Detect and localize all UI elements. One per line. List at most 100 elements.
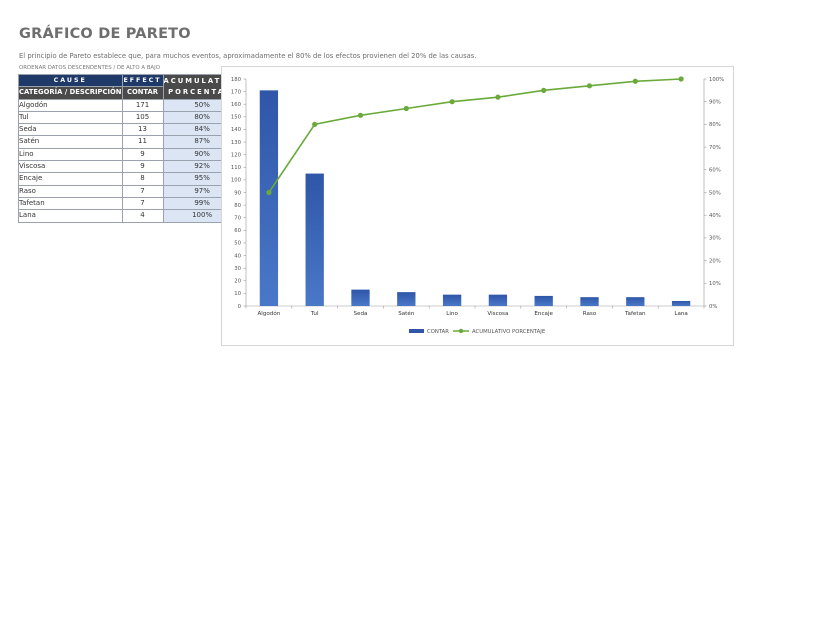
- y2-tick-label: 10%: [709, 281, 721, 287]
- y-tick-label: 60: [234, 228, 241, 234]
- cumulative-point: [357, 112, 364, 118]
- page-title: GRÁFICO DE PARETO: [19, 26, 191, 42]
- sort-note: ORDENAR DATOS DESCENDENTES / DE ALTO A B…: [19, 65, 160, 71]
- x-category-label: Raso: [583, 311, 597, 317]
- bar-satén: [397, 292, 416, 306]
- legend-line-label: ACUMULATIVO PORCENTAJE: [472, 329, 546, 335]
- table-row: Lana 4 100%: [18, 209, 242, 223]
- x-category-label: Tafetan: [624, 311, 646, 317]
- cell-category: Encaje: [18, 172, 123, 186]
- y-tick-label: 90: [234, 190, 241, 196]
- column-category: CATEGORÍA / DESCRIPCIÓN: [18, 86, 123, 100]
- cell-category: Tafetan: [18, 196, 123, 211]
- bar-lana: [671, 300, 691, 306]
- y2-tick-label: 90%: [709, 100, 721, 106]
- y-tick-label: 50: [234, 241, 241, 247]
- cell-count: 11: [121, 135, 164, 149]
- table-row: Seda 13 84%: [18, 123, 242, 137]
- y-tick-label: 10: [234, 291, 241, 297]
- table-row: Raso 7 97%: [18, 184, 242, 198]
- cell-count: 7: [121, 196, 164, 211]
- cell-count: 105: [121, 110, 164, 125]
- x-category-label: Lana: [674, 311, 688, 317]
- pareto-chart-svg: 0 10 20 30 40 50 60 70 80 90 100 110 120 130 140 150 160…: [231, 76, 724, 335]
- y-tick-label: 20: [234, 279, 241, 285]
- cumulative-point: [678, 76, 684, 82]
- cell-category: Raso: [18, 184, 123, 198]
- y2-tick-label: 70%: [709, 145, 721, 151]
- y-tick-label: 110: [231, 165, 242, 171]
- x-category-label: Viscosa: [487, 311, 508, 317]
- cell-count: 7: [121, 184, 164, 198]
- cumulative-point: [449, 99, 455, 105]
- legend-bar-swatch: [409, 329, 424, 333]
- cell-count: 9: [121, 160, 164, 174]
- cell-category: Seda: [18, 123, 123, 137]
- cumulative-point: [632, 78, 638, 84]
- y-tick-label: 0: [238, 304, 242, 310]
- x-category-label: Lino: [446, 311, 458, 317]
- pareto-table: CAUSE EFFECT ACUMULATIVO PORCENTAJE CATE…: [18, 73, 242, 223]
- y2-tick-label: 20%: [709, 258, 721, 264]
- cumulative-point: [586, 83, 593, 89]
- y-tick-label: 80: [234, 203, 241, 209]
- pareto-chart: 0 10 20 30 40 50 60 70 80 90 100 110 120 130 140 150 160…: [221, 66, 734, 346]
- cell-category: Satén: [18, 135, 123, 149]
- cumulative-point: [403, 105, 409, 112]
- y2-tick-label: 100%: [709, 77, 724, 83]
- bar-tul: [305, 173, 324, 306]
- y-tick-label: 150: [231, 115, 242, 121]
- y-tick-label: 140: [231, 127, 242, 133]
- bar-tafetan: [626, 297, 645, 306]
- cell-category: Lana: [18, 209, 123, 223]
- x-category-label: Tul: [310, 311, 319, 317]
- cumulative-line: [268, 78, 682, 193]
- x-category-label: Encaje: [534, 311, 553, 317]
- bar-lino: [442, 294, 462, 306]
- y2-tick-label: 40%: [709, 213, 721, 219]
- bar-raso: [580, 297, 599, 306]
- y2-tick-label: 0%: [709, 304, 717, 310]
- table-row: Satén 11 87%: [18, 135, 242, 149]
- table-row: Viscosa 9 92%: [18, 160, 242, 174]
- cell-category: Algodón: [18, 98, 123, 112]
- table-row: Tul 105 80%: [18, 110, 242, 125]
- cumulative-point: [495, 94, 501, 100]
- y-tick-label: 40: [234, 253, 241, 259]
- bar-viscosa: [488, 294, 508, 306]
- cell-count: 8: [121, 172, 164, 186]
- header-effect: EFFECT: [121, 73, 164, 88]
- cell-count: 4: [121, 209, 164, 223]
- y-tick-label: 130: [231, 140, 242, 146]
- y2-tick-label: 30%: [709, 236, 721, 242]
- y-tick-label: 100: [231, 178, 242, 184]
- bar-algodón: [259, 90, 279, 306]
- header-cause: CAUSE: [18, 73, 123, 88]
- column-count: CONTAR: [121, 86, 164, 100]
- cell-category: Tul: [18, 110, 123, 125]
- x-category-label: Satén: [398, 310, 415, 317]
- cell-category: Lino: [18, 147, 123, 162]
- y2-tick-label: 80%: [709, 122, 721, 128]
- cumulative-point: [312, 121, 318, 127]
- table-row: Lino 9 90%: [18, 147, 242, 162]
- y-tick-label: 120: [231, 152, 242, 158]
- cell-category: Viscosa: [18, 160, 123, 174]
- y-tick-label: 70: [234, 216, 241, 222]
- table-row: Encaje 8 95%: [18, 172, 242, 186]
- legend-line-marker: [458, 328, 464, 334]
- x-category-label: Seda: [354, 311, 368, 317]
- y-tick-label: 170: [231, 89, 242, 95]
- cell-count: 13: [121, 123, 164, 137]
- y2-tick-label: 50%: [709, 190, 721, 196]
- x-category-label: Algodón: [257, 310, 280, 317]
- bar-seda: [351, 289, 370, 306]
- cell-count: 171: [121, 98, 164, 112]
- y-tick-label: 30: [234, 266, 241, 272]
- table-row: Algodón 171 50%: [18, 98, 242, 112]
- y-tick-label: 180: [231, 77, 242, 83]
- table-row: Tafetan 7 99%: [18, 196, 242, 211]
- bar-encaje: [534, 295, 553, 306]
- cell-count: 9: [121, 147, 164, 162]
- page-description: El principio de Pareto establece que, pa…: [19, 52, 477, 60]
